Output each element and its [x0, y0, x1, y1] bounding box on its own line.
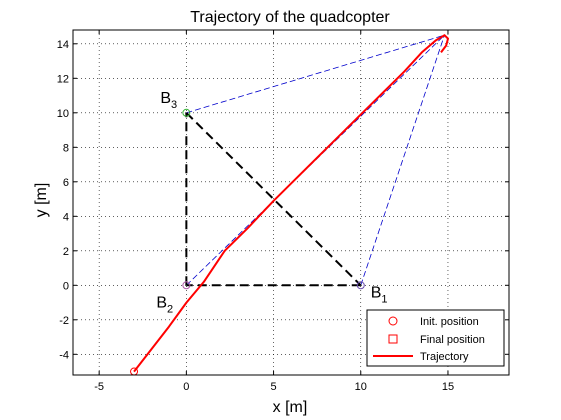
- y-tick-label: 6: [63, 177, 69, 189]
- y-tick-label: 0: [63, 280, 69, 292]
- y-tick-label: 8: [63, 142, 69, 154]
- waypoint-b3-marker: [182, 108, 191, 117]
- legend-init-label: Init. position: [420, 316, 479, 328]
- waypoint-label-name: B: [371, 284, 382, 301]
- legend: Init. position Final position Trajectory: [366, 309, 505, 367]
- y-tick-label: 12: [57, 73, 69, 85]
- y-tick-label: -2: [59, 315, 69, 327]
- x-tick-label: -5: [94, 381, 104, 393]
- legend-init-marker: [388, 316, 398, 326]
- legend-trajectory-label: Trajectory: [420, 351, 469, 363]
- waypoint-label-sub: 1: [381, 293, 387, 305]
- y-tick-label: -4: [59, 349, 69, 361]
- waypoint-b2-marker: [182, 281, 191, 290]
- waypoint-b1-marker: [356, 281, 365, 290]
- triangle-edge: [185, 112, 362, 287]
- waypoint-label-name: B: [156, 294, 167, 311]
- waypoint-b1-label: B1: [371, 284, 388, 305]
- y-tick-label: 10: [57, 108, 69, 120]
- plot-frame: [72, 29, 510, 376]
- y-tick-label: 14: [57, 39, 69, 51]
- chart-title: Trajectory of the quadcopter: [190, 9, 390, 26]
- x-tick-label: 5: [270, 381, 276, 393]
- legend-final-marker: [388, 334, 398, 344]
- y-tick-label: 2: [63, 246, 69, 258]
- waypoint-b2-label: B2: [156, 294, 173, 315]
- waypoint-label-sub: 3: [171, 99, 177, 111]
- projection-line-b2: [186, 34, 445, 286]
- waypoint-b3-label: B3: [160, 90, 177, 111]
- projection-line-b1: [360, 35, 445, 286]
- y-tick-label: 4: [63, 211, 69, 223]
- y-axis-label: y [m]: [33, 183, 50, 218]
- x-tick-label: 10: [355, 381, 367, 393]
- data-layer: [130, 34, 449, 376]
- grid: [73, 30, 509, 375]
- x-tick-label: 0: [183, 381, 189, 393]
- waypoint-label-sub: 2: [167, 303, 173, 315]
- x-tick-label: 15: [442, 381, 454, 393]
- legend-final-label: Final position: [420, 334, 485, 346]
- trajectory-line: [133, 34, 449, 373]
- waypoint-label-name: B: [160, 90, 171, 107]
- x-axis-label: x [m]: [273, 399, 308, 416]
